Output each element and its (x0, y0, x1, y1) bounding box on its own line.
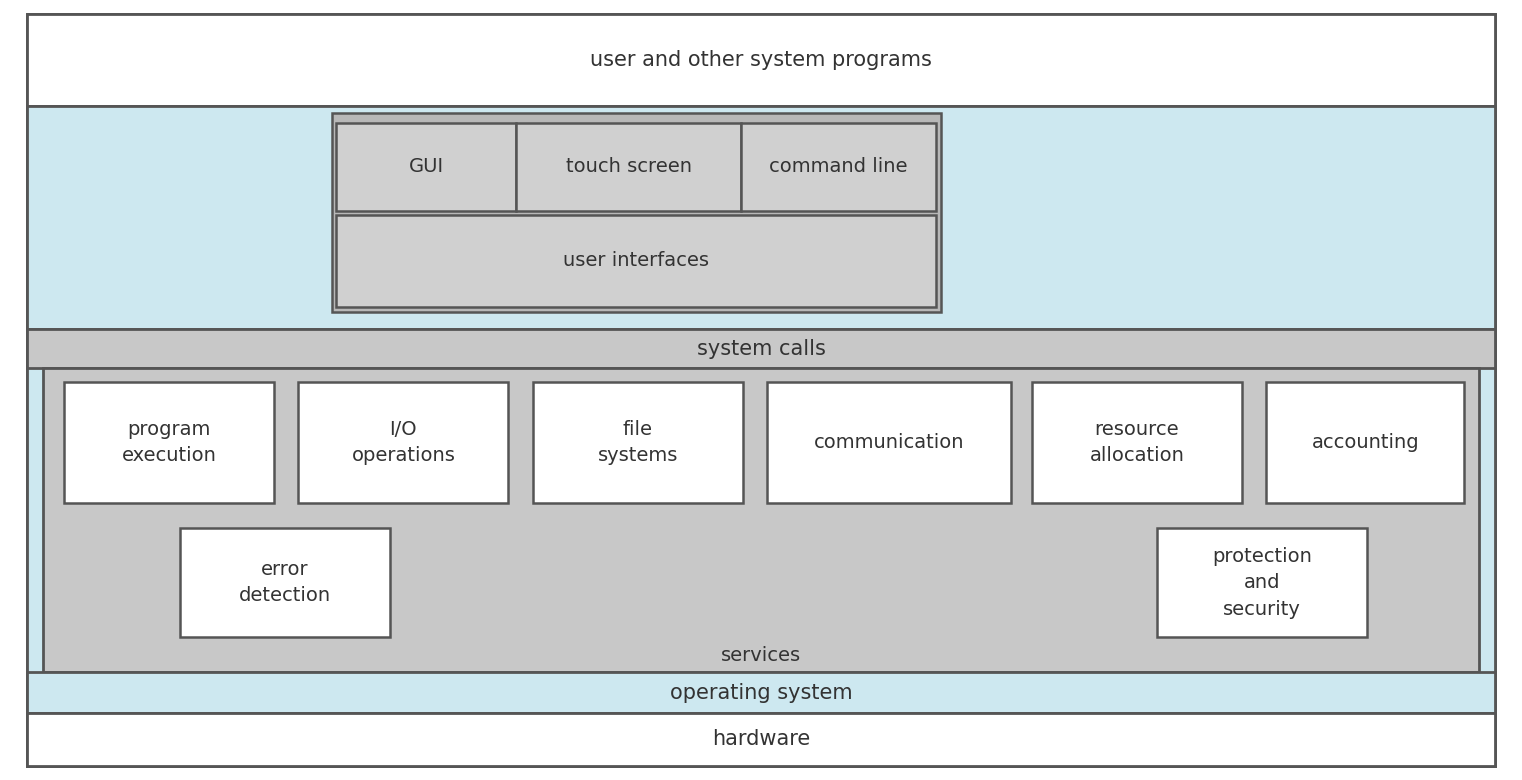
Text: accounting: accounting (1312, 433, 1419, 452)
FancyBboxPatch shape (27, 329, 1495, 368)
FancyBboxPatch shape (27, 106, 1495, 329)
Text: touch screen: touch screen (566, 158, 691, 176)
FancyBboxPatch shape (64, 382, 274, 503)
FancyBboxPatch shape (767, 382, 1011, 503)
FancyBboxPatch shape (741, 123, 936, 211)
Text: protection
and
security: protection and security (1212, 547, 1312, 619)
Text: user and other system programs: user and other system programs (591, 50, 931, 70)
Text: I/O
operations: I/O operations (352, 420, 455, 466)
Text: error
detection: error detection (239, 560, 330, 605)
FancyBboxPatch shape (43, 368, 1479, 672)
Text: services: services (721, 646, 801, 665)
Text: user interfaces: user interfaces (563, 251, 709, 270)
Text: operating system: operating system (670, 682, 852, 703)
FancyBboxPatch shape (27, 14, 1495, 106)
FancyBboxPatch shape (27, 672, 1495, 713)
FancyBboxPatch shape (180, 528, 390, 637)
FancyBboxPatch shape (533, 382, 743, 503)
FancyBboxPatch shape (27, 14, 1495, 766)
Text: hardware: hardware (712, 729, 810, 750)
FancyBboxPatch shape (298, 382, 508, 503)
FancyBboxPatch shape (1032, 382, 1242, 503)
Text: system calls: system calls (697, 339, 825, 359)
FancyBboxPatch shape (516, 123, 741, 211)
Text: GUI: GUI (408, 158, 444, 176)
FancyBboxPatch shape (332, 113, 941, 312)
FancyBboxPatch shape (1157, 528, 1367, 637)
Text: communication: communication (814, 433, 963, 452)
FancyBboxPatch shape (336, 215, 936, 307)
Text: command line: command line (770, 158, 907, 176)
FancyBboxPatch shape (1266, 382, 1464, 503)
FancyBboxPatch shape (336, 123, 516, 211)
FancyBboxPatch shape (27, 106, 1495, 766)
FancyBboxPatch shape (27, 713, 1495, 766)
Text: resource
allocation: resource allocation (1090, 420, 1184, 466)
Text: file
systems: file systems (598, 420, 677, 466)
Text: program
execution: program execution (122, 420, 216, 466)
